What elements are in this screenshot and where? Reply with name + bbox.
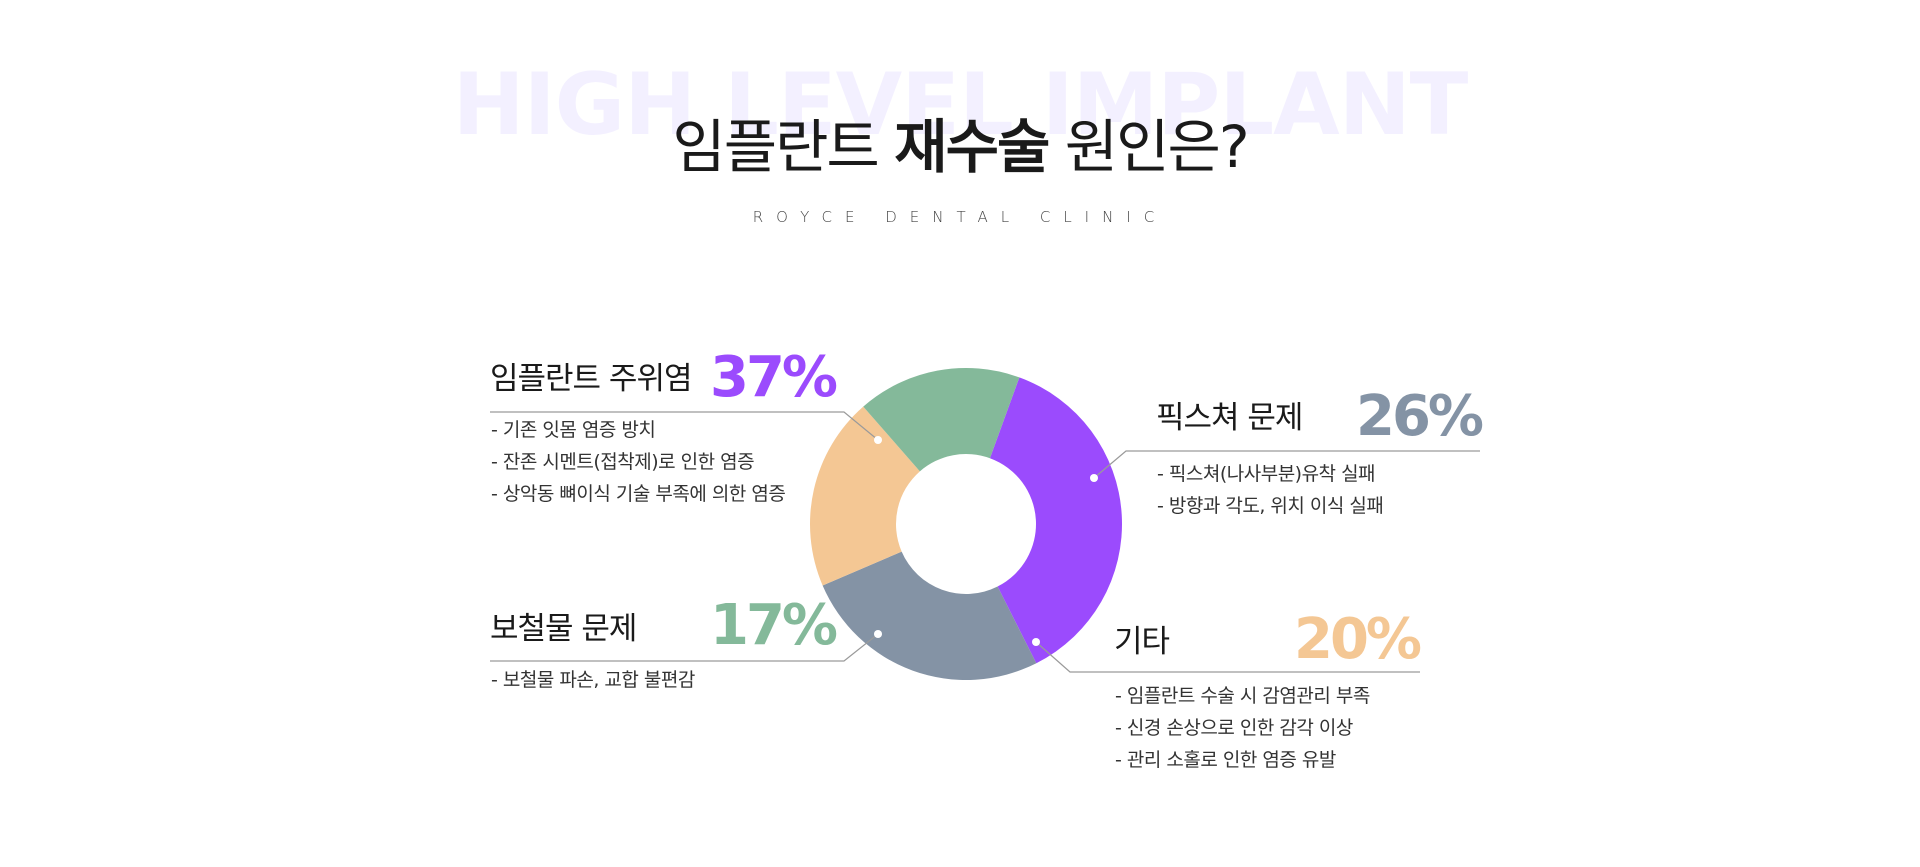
leader-line [1035, 641, 1420, 673]
slice-prosthesis [863, 368, 1020, 472]
background-watermark: HIGH LEVEL IMPLANT [452, 55, 1469, 155]
leader-dot [874, 436, 882, 444]
slice-label-periimplantitis: 임플란트 주위염 [490, 361, 692, 397]
detail-item: - 보철물 파손, 교합 불편감 [491, 669, 695, 691]
detail-item: - 픽스쳐(나사부분)유착 실패 [1157, 463, 1376, 485]
slice-label-other: 기타 [1114, 624, 1170, 660]
detail-item: - 방향과 각도, 위치 이식 실패 [1157, 495, 1384, 517]
detail-item: - 임플란트 수술 시 감염관리 부족 [1115, 685, 1370, 707]
slice-other [810, 406, 920, 586]
slice-details-prosthesis: - 보철물 파손, 교합 불편감 [491, 664, 695, 696]
detail-item: - 신경 손상으로 인한 감각 이상 [1115, 717, 1353, 739]
slice-value-fixture: 26% [1356, 384, 1484, 449]
page-title: 임플란트 재수술 원인은? [0, 118, 1920, 176]
slice-label-prosthesis: 보철물 문제 [490, 611, 637, 647]
leader-line [490, 411, 879, 441]
slice-details-fixture: - 픽스쳐(나사부분)유착 실패 - 방향과 각도, 위치 이식 실패 [1157, 458, 1384, 522]
leader-dot [1090, 474, 1098, 482]
detail-item: - 기존 잇몸 염증 방치 [491, 419, 656, 441]
detail-item: - 잔존 시멘트(접착제)로 인한 염증 [491, 451, 755, 473]
leader-line [490, 633, 879, 662]
slice-value-other: 20% [1294, 607, 1422, 672]
leader-dot [874, 630, 882, 638]
leader-line [1093, 450, 1480, 479]
slice-details-other: - 임플란트 수술 시 감염관리 부족 - 신경 손상으로 인한 감각 이상 -… [1115, 680, 1370, 776]
title-suffix: 원인은? [1048, 113, 1250, 181]
slice-value-periimplantitis: 37% [710, 345, 838, 410]
slice-fixture [822, 551, 1037, 680]
detail-item: - 상악동 뼈이식 기술 부족에 의한 염증 [491, 483, 786, 505]
clinic-subtitle: ROYCE DENTAL CLINIC [752, 208, 1168, 226]
leader-dot [1032, 638, 1040, 646]
slice-value-prosthesis: 17% [710, 593, 838, 658]
slice-details-periimplantitis: - 기존 잇몸 염증 방치 - 잔존 시멘트(접착제)로 인한 염증 - 상악동… [491, 414, 786, 510]
title-prefix: 임플란트 [672, 113, 895, 181]
slice-periimplantitis [989, 377, 1122, 664]
slice-label-fixture: 픽스쳐 문제 [1156, 400, 1303, 436]
detail-item: - 관리 소홀로 인한 염증 유발 [1115, 749, 1336, 771]
title-emphasis: 재수술 [894, 113, 1050, 181]
